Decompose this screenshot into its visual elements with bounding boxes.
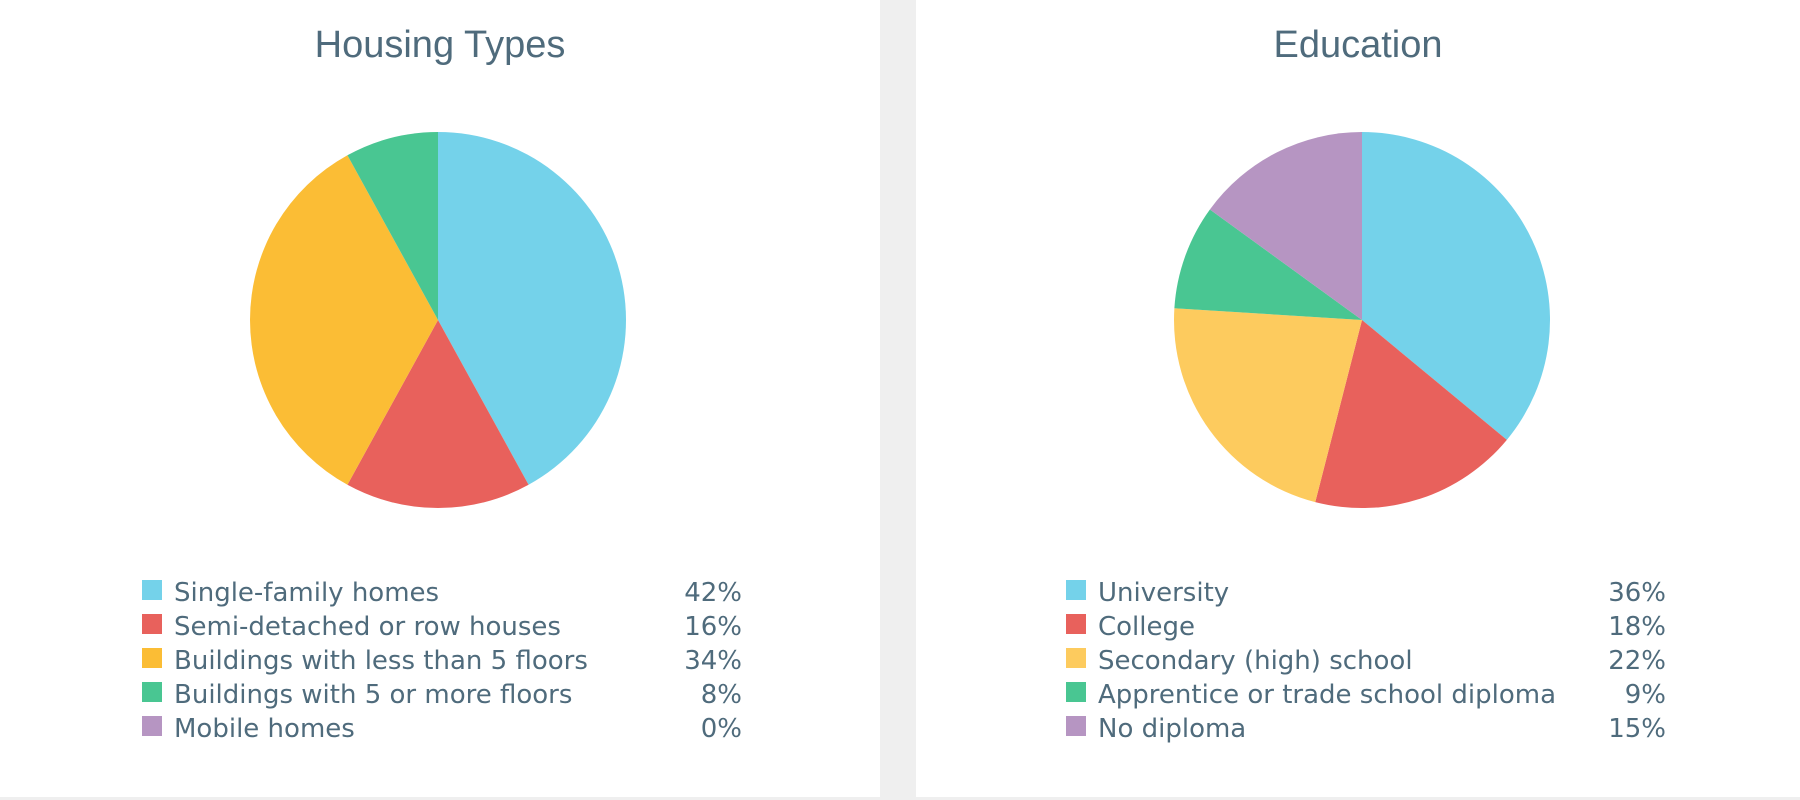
legend-value: 22% xyxy=(1608,646,1666,676)
legend-value: 42% xyxy=(684,578,742,608)
legend-item: Single-family homes 42% xyxy=(142,576,742,610)
legend-label: University xyxy=(1098,578,1230,608)
legend-label: Secondary (high) school xyxy=(1098,646,1413,676)
pie-slice-college xyxy=(1315,320,1507,508)
pie-slice-buildings-with-5-or-more-floors xyxy=(347,132,438,320)
legend-swatch xyxy=(1066,614,1086,634)
legend-swatch xyxy=(1066,682,1086,702)
legend-item: No diploma 15% xyxy=(1066,712,1666,746)
legend-swatch xyxy=(142,682,162,702)
housing-types-panel: Housing Types Single-family homes 42% Semi… xyxy=(0,0,880,797)
education-legend: University 36% College 18% Secondary (high) … xyxy=(1066,576,1666,746)
legend-label: Semi-detached or row houses xyxy=(174,612,561,642)
legend-swatch xyxy=(142,614,162,634)
legend-item: University 36% xyxy=(1066,576,1666,610)
legend-swatch xyxy=(142,648,162,668)
legend-label: Apprentice or trade school diploma xyxy=(1098,680,1557,710)
legend-item: Mobile homes 0% xyxy=(142,712,742,746)
legend-value: 9% xyxy=(1624,680,1666,710)
legend-label: Buildings with less than 5 floors xyxy=(174,646,588,676)
housing-types-pie xyxy=(250,132,627,509)
legend-swatch xyxy=(1066,580,1086,600)
legend-item: College 18% xyxy=(1066,610,1666,644)
legend-value: 8% xyxy=(700,680,742,710)
pie-slice-semi-detached-or-row-houses xyxy=(347,320,529,509)
legend-value: 34% xyxy=(684,646,742,676)
legend-value: 16% xyxy=(684,612,742,642)
legend-item: Buildings with less than 5 floors 34% xyxy=(142,644,742,678)
education-pie xyxy=(1174,132,1550,508)
housing-types-legend: Single-family homes 42% Semi-detached or r… xyxy=(142,576,742,746)
legend-value: 15% xyxy=(1608,714,1666,744)
pie-slice-buildings-with-less-than-5-floors xyxy=(250,155,438,485)
legend-value: 18% xyxy=(1608,612,1666,642)
legend-label: Buildings with 5 or more floors xyxy=(174,680,573,710)
pie-slice-university xyxy=(1362,132,1550,440)
legend-label: Mobile homes xyxy=(174,714,355,744)
education-panel: Education University 36% College 18% Seconda… xyxy=(916,0,1800,797)
legend-item: Apprentice or trade school diploma 9% xyxy=(1066,678,1666,712)
legend-label: Single-family homes xyxy=(174,578,440,608)
legend-value: 0% xyxy=(700,714,742,744)
chart-title: Education xyxy=(1273,24,1443,66)
legend-item: Secondary (high) school 22% xyxy=(1066,644,1666,678)
pie-slice-no-diploma xyxy=(1209,132,1362,320)
legend-item: Buildings with 5 or more floors 8% xyxy=(142,678,742,712)
legend-label: No diploma xyxy=(1098,714,1247,744)
legend-swatch xyxy=(1066,716,1086,736)
pie-slice-apprentice-or-trade-school-diploma xyxy=(1174,209,1362,320)
legend-swatch xyxy=(142,716,162,736)
pie-slice-secondary-high-school xyxy=(1174,308,1362,503)
legend-swatch xyxy=(1066,648,1086,668)
legend-swatch xyxy=(142,580,162,600)
legend-item: Semi-detached or row houses 16% xyxy=(142,610,742,644)
chart-title: Housing Types xyxy=(314,24,566,66)
pie-slice-single-family-homes xyxy=(438,132,627,485)
legend-label: College xyxy=(1098,612,1196,642)
legend-value: 36% xyxy=(1608,578,1666,608)
